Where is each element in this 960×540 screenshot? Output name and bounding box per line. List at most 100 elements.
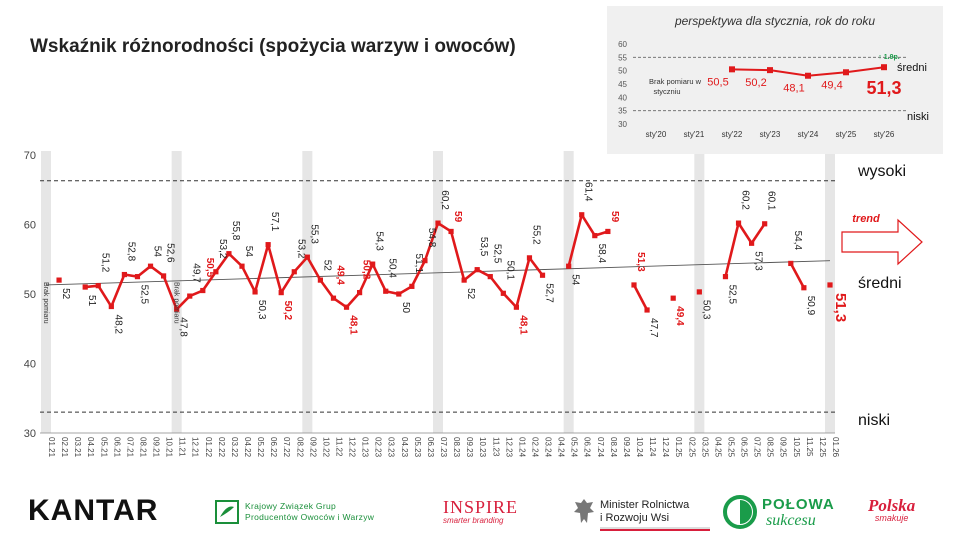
data-label: 52: [60, 288, 71, 300]
x-tick-label: 07.22: [282, 437, 291, 458]
data-point: [513, 304, 519, 310]
x-tick-label: 11.22: [334, 437, 343, 457]
y-tick-label: 40: [24, 359, 36, 371]
data-label: 52,5: [491, 244, 502, 264]
inspire-logo: INSPIRE smarter branding: [443, 497, 518, 525]
data-label: 51: [86, 295, 97, 307]
data-point: [461, 277, 467, 283]
data-point: [187, 293, 193, 299]
data-point: [291, 269, 297, 275]
ministry-line2: i Rozwoju Wsi: [600, 512, 670, 524]
data-label: 48,1: [348, 315, 359, 335]
data-point: [644, 307, 650, 313]
x-tick-label: 11.24: [648, 437, 657, 457]
data-point: [762, 221, 768, 227]
zone-label-low: niski: [858, 412, 891, 429]
data-point: [396, 291, 402, 297]
data-label: 58,4: [596, 244, 607, 264]
data-point: [147, 263, 154, 269]
data-label: 54,4: [792, 231, 803, 251]
data-label: 54: [243, 246, 254, 258]
data-point: [226, 251, 232, 257]
x-tick-label: 01.21: [47, 437, 56, 458]
data-point: [82, 284, 88, 290]
data-label: 49,4: [674, 306, 685, 326]
data-point: [370, 261, 376, 267]
series-line-segment: [724, 221, 766, 277]
data-label: 49,7: [191, 263, 202, 283]
data-point: [487, 274, 493, 280]
data-point: [670, 295, 676, 301]
x-tick-label: 08.23: [452, 437, 461, 458]
data-label: 50,4: [387, 258, 398, 278]
data-point: [200, 287, 206, 294]
inset-data-label: 51,3: [866, 78, 901, 98]
data-point: [539, 272, 546, 278]
x-tick-label: 05.22: [256, 437, 265, 458]
data-point: [56, 277, 62, 283]
kzgppow-icon: [215, 500, 239, 524]
data-point: [252, 289, 258, 295]
inset-x-tick-label: sty'25: [836, 130, 857, 139]
data-label: 52,7: [544, 283, 555, 303]
x-tick-label: 03.21: [73, 437, 82, 458]
data-point: [435, 220, 441, 226]
kzgppow-line1: Krajowy Związek Grup: [245, 501, 337, 511]
data-label: 51,2: [99, 253, 110, 273]
y-tick-label: 50: [24, 289, 36, 301]
data-label: 48,1: [517, 315, 528, 335]
inset-data-point: [881, 64, 887, 71]
x-tick-label: 09.23: [465, 437, 474, 458]
x-tick-label: 07.23: [439, 437, 448, 458]
x-tick-label: 11.21: [178, 437, 187, 457]
x-tick-label: 08.25: [766, 437, 775, 458]
january-inset-panel: perspektywa dla stycznia, rok do roku 30…: [607, 6, 943, 154]
x-tick-label: 09.24: [622, 437, 631, 458]
data-label: 47,7: [648, 318, 659, 338]
x-tick-label: 04.24: [557, 437, 566, 458]
data-point: [500, 290, 506, 296]
data-label: 51,1: [413, 254, 424, 274]
x-tick-label: 05.25: [726, 437, 735, 458]
january-band: [302, 151, 313, 433]
data-label: 51,3: [635, 252, 646, 272]
inset-y-tick-label: 50: [618, 67, 627, 76]
data-point: [265, 242, 271, 248]
x-tick-label: 01.22: [204, 437, 213, 458]
y-tick-label: 70: [24, 150, 36, 162]
data-label: 51,3: [832, 293, 849, 322]
inset-change-label: ↑ 1.9p.: [878, 54, 899, 61]
data-label: 59: [609, 211, 620, 223]
plate-icon: [723, 495, 757, 529]
data-point: [631, 282, 637, 288]
x-tick-label: 10.23: [478, 437, 487, 458]
data-label: 55,8: [230, 221, 241, 241]
trend-arrow-icon: [841, 218, 923, 266]
inset-title: perspektywa dla stycznia, rok do roku: [674, 14, 876, 28]
kantar-logo: KANTAR: [28, 494, 159, 527]
data-label: 52,5: [138, 285, 149, 305]
january-band: [41, 151, 51, 433]
flag-stripe: [600, 527, 710, 531]
inset-x-tick-label: sty'21: [684, 130, 705, 139]
x-tick-label: 07.21: [125, 437, 134, 458]
data-point: [788, 260, 794, 267]
x-tick-label: 08.24: [609, 437, 618, 458]
inset-data-label: 50,2: [745, 77, 766, 89]
x-tick-label: 03.23: [387, 437, 396, 458]
inspire-wordmark: INSPIRE: [443, 497, 519, 517]
x-tick-label: 06.23: [426, 437, 435, 458]
data-label: 61,4: [583, 182, 594, 202]
data-label: 54: [570, 274, 581, 286]
inset-zone-low: niski: [907, 111, 929, 123]
data-label: 55,2: [530, 225, 541, 245]
trend-line: [45, 260, 831, 286]
data-label: 50,3: [256, 300, 267, 320]
data-label: 50,1: [504, 261, 515, 281]
eagle-emblem-icon: [574, 499, 594, 523]
zone-label-high: wysoki: [858, 163, 907, 180]
zone-label-mid: średni: [858, 275, 902, 292]
january-band: [563, 151, 574, 433]
x-tick-label: 06.21: [112, 437, 121, 458]
x-tick-label: 05.21: [99, 437, 108, 458]
